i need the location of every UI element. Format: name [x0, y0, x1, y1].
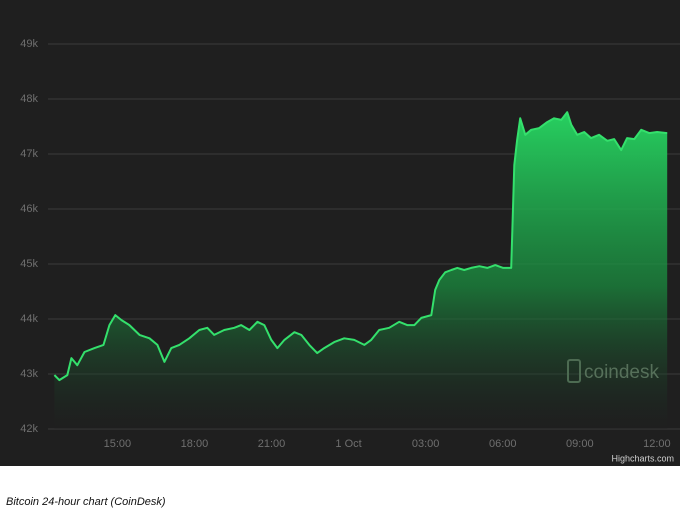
- y-tick-label: 44k: [20, 313, 38, 325]
- caption: Bitcoin 24-hour chart (CoinDesk): [6, 496, 166, 508]
- y-tick-label: 47k: [20, 148, 38, 160]
- price-line: [53, 111, 668, 382]
- x-tick-label: 1 Oct: [335, 438, 361, 450]
- x-tick-label: 09:00: [566, 438, 594, 450]
- y-tick-label: 42k: [20, 423, 38, 435]
- x-tick-label: 06:00: [489, 438, 517, 450]
- x-tick-label: 18:00: [181, 438, 209, 450]
- y-tick-label: 43k: [20, 368, 38, 380]
- watermark-icon: [567, 359, 581, 383]
- chart: coindesk Highcharts.com 42k 43k 44k 45k 46k 4…: [0, 0, 680, 466]
- watermark: coindesk: [584, 362, 659, 383]
- x-tick-label: 15:00: [104, 438, 132, 450]
- x-tick-label: 12:00: [643, 438, 671, 450]
- credits: Highcharts.com: [611, 453, 674, 463]
- y-tick-label: 48k: [20, 93, 38, 105]
- y-tick-label: 45k: [20, 258, 38, 270]
- y-tick-label: 46k: [20, 203, 38, 215]
- x-tick-label: 21:00: [258, 438, 286, 450]
- y-tick-label: 49k: [20, 38, 38, 50]
- x-tick-label: 03:00: [412, 438, 440, 450]
